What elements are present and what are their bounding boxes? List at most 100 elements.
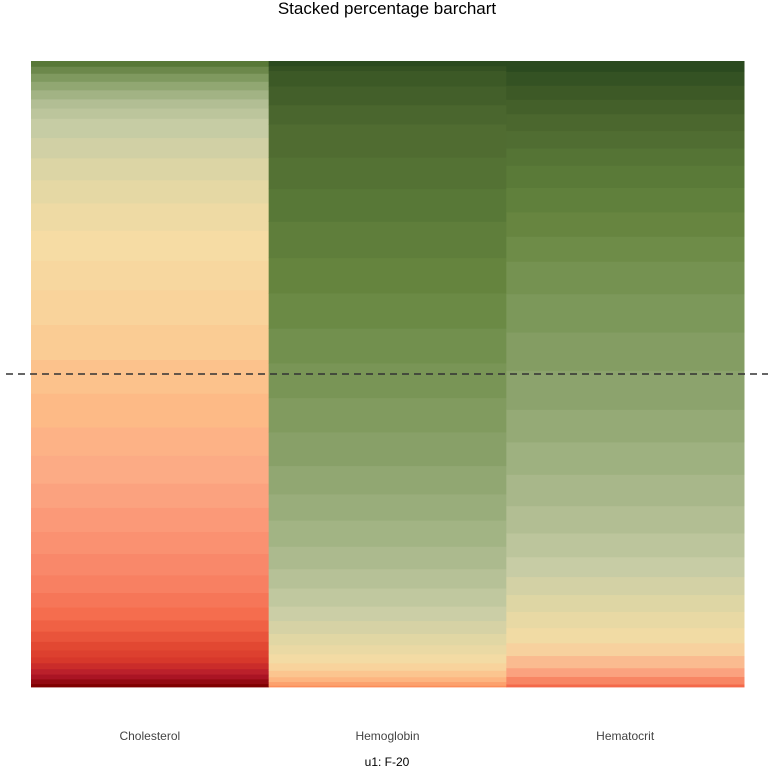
bar-segment-hemoglobin-29	[268, 65, 507, 72]
x-tick-label-hematocrit: Hematocrit	[596, 729, 655, 743]
bar-segment-hemoglobin-26	[268, 104, 507, 125]
bar-segment-cholesterol-22	[31, 289, 270, 326]
bar-segment-hemoglobin-23	[268, 188, 507, 222]
bar-segment-hemoglobin-21	[268, 257, 507, 294]
bar-segment-hemoglobin-24	[268, 157, 507, 190]
bar-segment-hematocrit-11	[506, 505, 745, 534]
bar-segment-hematocrit-18	[506, 261, 745, 295]
bar-segment-cholesterol-11	[31, 592, 270, 608]
bar-segment-hematocrit-12	[506, 474, 745, 507]
bar-segment-cholesterol-30	[31, 108, 270, 119]
bar-segment-hemoglobin-7	[268, 633, 507, 646]
bar-segment-cholesterol-28	[31, 137, 270, 159]
bar-segment-hematocrit-27	[506, 85, 745, 100]
bar-segment-cholesterol-8	[31, 631, 270, 642]
bar-segment-cholesterol-23	[31, 260, 270, 291]
bar-segment-hematocrit-13	[506, 441, 745, 475]
bar-segment-cholesterol-10	[31, 607, 270, 621]
bar-segment-hemoglobin-28	[268, 70, 507, 87]
bar-segment-cholesterol-19	[31, 393, 270, 428]
x-tick-labels: Cholesterol Hemoglobin Hematocrit	[119, 729, 654, 743]
bar-segment-cholesterol-24	[31, 230, 270, 261]
bar-segment-cholesterol-16	[31, 483, 270, 508]
bar-segment-cholesterol-36	[31, 61, 270, 67]
bar-segment-cholesterol-13	[31, 553, 270, 576]
bar-segment-hematocrit-21	[506, 187, 745, 213]
bar-segment-hemoglobin-8	[268, 620, 507, 634]
bar-segment-cholesterol-29	[31, 118, 270, 139]
x-tick-label-cholesterol: Cholesterol	[119, 729, 180, 743]
bar-segment-cholesterol-34	[31, 73, 270, 82]
bar-segment-hemoglobin-18	[268, 363, 507, 399]
bar-segment-cholesterol-3	[31, 668, 270, 675]
bar-segment-cholesterol-15	[31, 507, 270, 532]
bar-segment-cholesterol-12	[31, 574, 270, 594]
bar-segment-hemoglobin-27	[268, 86, 507, 106]
bar-segment-hematocrit-0	[506, 684, 745, 688]
bar-segment-hematocrit-26	[506, 99, 745, 115]
bar-segment-hematocrit-25	[506, 113, 745, 132]
chart-title: Stacked percentage barchart	[278, 0, 497, 18]
bar-segment-hematocrit-6	[506, 611, 745, 629]
bar-segment-hemoglobin-4	[268, 662, 507, 671]
bar-segment-hemoglobin-11	[268, 568, 507, 589]
bar-segment-cholesterol-35	[31, 66, 270, 74]
bar-segment-cholesterol-4	[31, 662, 270, 670]
bar-segment-hemoglobin-3	[268, 670, 507, 678]
bar-segment-cholesterol-2	[31, 674, 270, 680]
bar-segment-cholesterol-31	[31, 99, 270, 109]
bar-segment-hemoglobin-19	[268, 328, 507, 364]
bar-segment-hematocrit-1	[506, 676, 745, 685]
bar-segment-cholesterol-0	[31, 683, 270, 688]
bar-segment-cholesterol-18	[31, 427, 270, 456]
bar-segment-hematocrit-15	[506, 370, 745, 410]
bar-segment-hematocrit-24	[506, 130, 745, 149]
bar-segment-hemoglobin-1	[268, 681, 507, 686]
bar-segment-hematocrit-16	[506, 332, 745, 371]
bar-segment-hemoglobin-13	[268, 520, 507, 547]
bar-segment-hematocrit-28	[506, 71, 745, 86]
bar-segment-hematocrit-8	[506, 576, 745, 596]
bar-segment-cholesterol-14	[31, 531, 270, 554]
bar-segment-hematocrit-23	[506, 148, 745, 166]
bar-segment-hematocrit-2	[506, 667, 745, 677]
bar-segment-cholesterol-27	[31, 158, 270, 181]
bar-segment-cholesterol-17	[31, 455, 270, 484]
bar-segment-hemoglobin-0	[268, 685, 507, 688]
bar-segment-hematocrit-20	[506, 211, 745, 237]
bar-segment-hemoglobin-17	[268, 397, 507, 433]
bar-segment-hemoglobin-30	[268, 61, 507, 67]
bar-segment-hemoglobin-16	[268, 432, 507, 467]
bar-segment-hematocrit-17	[506, 293, 745, 333]
bar-segment-hemoglobin-14	[268, 494, 507, 521]
bar-segment-cholesterol-21	[31, 324, 270, 360]
bar-segment-hematocrit-19	[506, 236, 745, 262]
x-tick-label-hemoglobin: Hemoglobin	[355, 729, 419, 743]
bar-segment-hemoglobin-20	[268, 293, 507, 329]
bar-segment-cholesterol-9	[31, 620, 270, 632]
bar-segment-hematocrit-22	[506, 165, 745, 188]
bar-segment-hemoglobin-9	[268, 606, 507, 622]
bar-segment-hematocrit-4	[506, 642, 745, 657]
bar-segment-hematocrit-14	[506, 409, 745, 443]
bar-segment-hemoglobin-15	[268, 465, 507, 495]
bar-segment-hemoglobin-25	[268, 124, 507, 158]
bar-segment-hematocrit-9	[506, 556, 745, 578]
bar-segment-hemoglobin-5	[268, 653, 507, 664]
bar-segment-cholesterol-20	[31, 359, 270, 394]
bar-segment-hemoglobin-10	[268, 588, 507, 607]
bar-segment-cholesterol-25	[31, 203, 270, 231]
bar-segment-cholesterol-5	[31, 656, 270, 664]
bar-segment-hemoglobin-2	[268, 676, 507, 683]
bar-segment-hematocrit-10	[506, 533, 745, 558]
bar-segment-hematocrit-3	[506, 655, 745, 669]
bar-segment-cholesterol-26	[31, 179, 270, 204]
bar-segment-cholesterol-6	[31, 650, 270, 658]
bar-segment-hemoglobin-22	[268, 221, 507, 259]
bar-segment-cholesterol-7	[31, 641, 270, 651]
bar-segment-hematocrit-29	[506, 61, 745, 72]
bar-segment-hemoglobin-12	[268, 546, 507, 570]
bar-segment-cholesterol-33	[31, 81, 270, 91]
bar-segment-hemoglobin-6	[268, 644, 507, 655]
